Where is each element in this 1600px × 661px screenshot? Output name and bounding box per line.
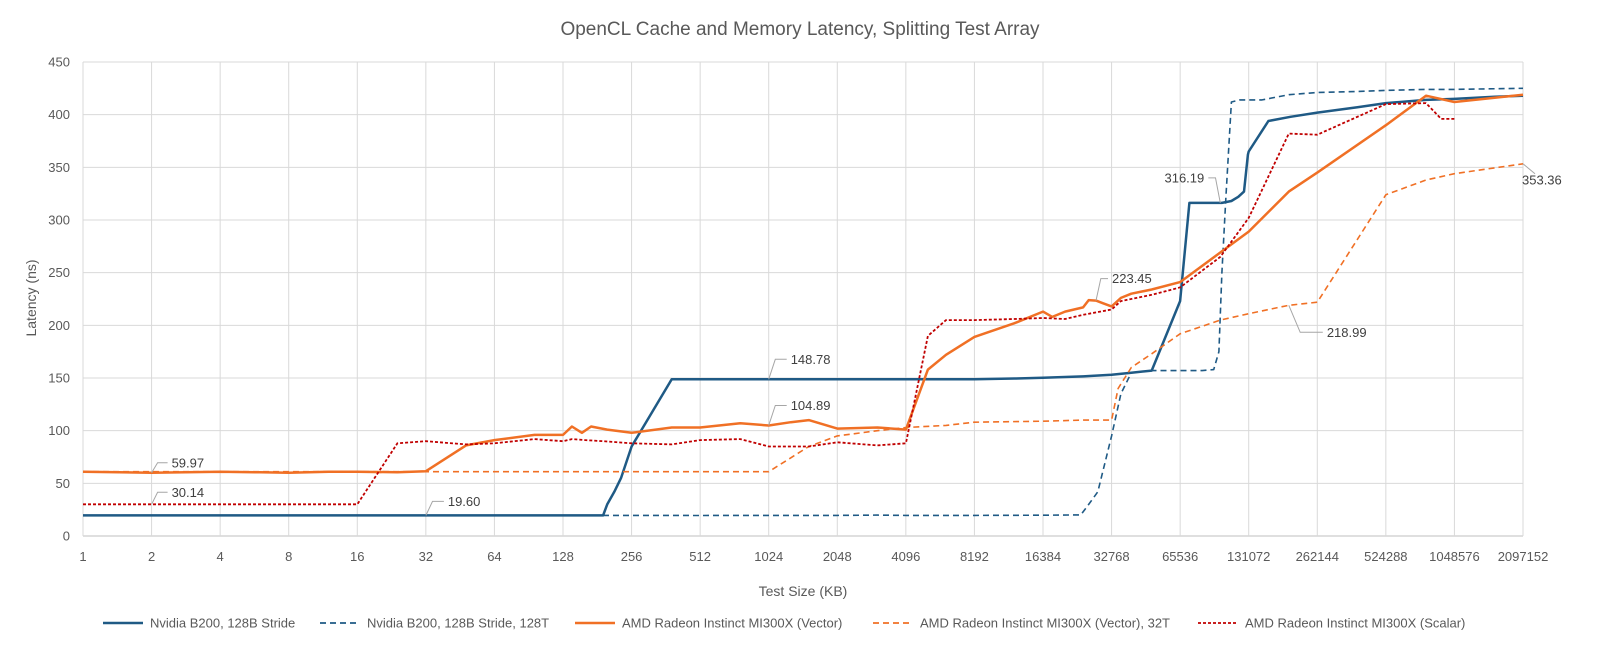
data-label-leader xyxy=(151,491,168,505)
x-tick-label: 8192 xyxy=(960,549,989,564)
data-label-leader xyxy=(151,462,168,474)
x-tick-label: 512 xyxy=(689,549,711,564)
x-axis-label: Test Size (KB) xyxy=(759,583,848,599)
data-label: 59.97 xyxy=(172,455,205,470)
x-tick-label: 32 xyxy=(419,549,433,564)
x-tick-label: 8 xyxy=(285,549,292,564)
y-tick-label: 450 xyxy=(48,55,70,70)
legend-label-5: AMD Radeon Instinct MI300X (Scalar) xyxy=(1245,616,1465,631)
legend: Nvidia B200, 128B Stride Nvidia B200, 128… xyxy=(103,616,1465,631)
x-tick-label: 4096 xyxy=(891,549,920,564)
x-tick-label: 1048576 xyxy=(1429,549,1480,564)
y-tick-label: 50 xyxy=(56,476,70,491)
data-label: 223.45 xyxy=(1112,271,1152,286)
x-tick-label: 256 xyxy=(621,549,643,564)
legend-label-4: AMD Radeon Instinct MI300X (Vector), 32T xyxy=(920,616,1170,631)
y-axis-ticks: 0 50 100 150 200 250 300 350 400 450 xyxy=(48,55,70,544)
y-tick-label: 150 xyxy=(48,371,70,386)
y-tick-label: 350 xyxy=(48,160,70,175)
x-tick-label: 64 xyxy=(487,549,501,564)
legend-label-3: AMD Radeon Instinct MI300X (Vector) xyxy=(622,616,842,631)
series-line-2 xyxy=(83,87,1524,517)
x-tick-label: 131072 xyxy=(1227,549,1270,564)
y-tick-label: 250 xyxy=(48,265,70,280)
data-label: 148.78 xyxy=(791,352,831,367)
legend-label-1: Nvidia B200, 128B Stride xyxy=(150,616,295,631)
data-label: 316.19 xyxy=(1164,170,1204,185)
legend-label-2: Nvidia B200, 128B Stride, 128T xyxy=(367,616,549,631)
data-label: 19.60 xyxy=(448,494,481,509)
series-line-3 xyxy=(82,93,1524,475)
y-tick-label: 400 xyxy=(48,107,70,122)
y-tick-label: 200 xyxy=(48,318,70,333)
data-label: 353.36 xyxy=(1522,172,1562,187)
x-tick-label: 2097152 xyxy=(1498,549,1549,564)
series-line-1 xyxy=(83,94,1524,517)
x-tick-label: 2048 xyxy=(823,549,852,564)
data-label-leader xyxy=(1208,177,1221,203)
y-tick-label: 300 xyxy=(48,213,70,228)
x-tick-label: 1 xyxy=(79,549,86,564)
data-label: 218.99 xyxy=(1327,325,1367,340)
data-label-leader xyxy=(1095,278,1108,301)
data-label: 30.14 xyxy=(172,485,205,500)
x-tick-label: 2 xyxy=(148,549,155,564)
series-line-4 xyxy=(83,163,1524,473)
data-label-leader xyxy=(768,405,787,426)
chart-title: OpenCL Cache and Memory Latency, Splitti… xyxy=(560,19,1040,40)
y-axis-label: Latency (ns) xyxy=(23,259,39,336)
x-tick-label: 1024 xyxy=(754,549,783,564)
y-tick-label: 100 xyxy=(48,423,70,438)
series-lines xyxy=(82,87,1524,517)
x-tick-label: 16 xyxy=(350,549,364,564)
x-axis-ticks: 1 2 4 8 16 32 64 128 256 512 1024 2048 4096 8192 16384… xyxy=(79,549,1548,564)
data-labels: 59.97 30.14 19.60 104.89 148.78 223.45 316.19 2… xyxy=(151,163,1562,516)
grid-lines xyxy=(82,61,1524,537)
x-tick-label: 65536 xyxy=(1162,549,1198,564)
y-tick-label: 0 xyxy=(63,529,70,544)
x-tick-label: 16384 xyxy=(1025,549,1061,564)
x-tick-label: 32768 xyxy=(1093,549,1129,564)
data-label-leader xyxy=(768,358,787,380)
x-tick-label: 524288 xyxy=(1364,549,1407,564)
data-label-leader xyxy=(1288,305,1323,333)
data-label-leader xyxy=(425,500,444,516)
x-tick-label: 262144 xyxy=(1296,549,1339,564)
data-label: 104.89 xyxy=(791,398,831,413)
data-label-leader xyxy=(1522,163,1536,175)
series-line-5 xyxy=(83,102,1455,506)
x-tick-label: 128 xyxy=(552,549,574,564)
x-tick-label: 4 xyxy=(217,549,224,564)
